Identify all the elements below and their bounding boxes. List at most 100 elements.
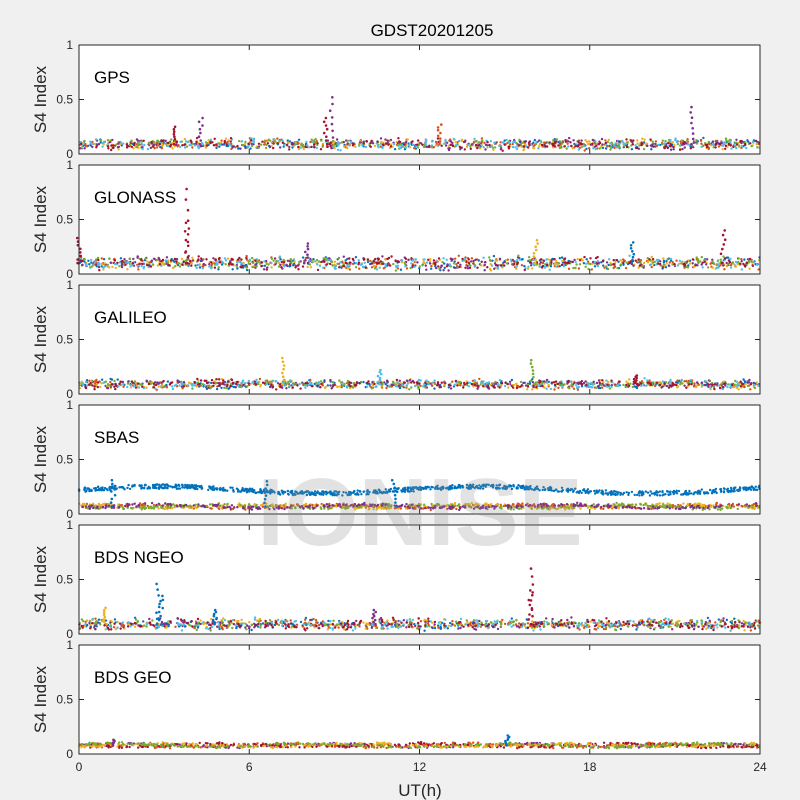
data-point: [735, 143, 739, 146]
data-point: [372, 260, 375, 263]
data-point: [598, 141, 602, 145]
data-point: [144, 257, 147, 260]
data-point: [550, 381, 554, 384]
data-point: [336, 262, 339, 265]
data-point: [591, 138, 594, 142]
data-point: [219, 143, 222, 147]
y-tick-label: 0.5: [56, 333, 73, 347]
data-point: [166, 506, 170, 509]
data-point: [334, 264, 337, 267]
data-point: [541, 384, 544, 388]
data-point: [98, 269, 101, 272]
data-point: [387, 262, 390, 265]
data-point: [254, 259, 257, 262]
data-point: [438, 386, 441, 389]
data-point: [175, 260, 178, 263]
data-point: [580, 139, 583, 142]
spike-point: [690, 142, 693, 146]
data-point: [537, 384, 540, 388]
data-point: [653, 260, 657, 263]
data-point: [250, 142, 253, 146]
data-point: [740, 144, 744, 148]
spike-point: [723, 229, 726, 232]
data-point: [650, 265, 653, 269]
data-point: [543, 141, 546, 144]
data-point: [321, 145, 324, 148]
data-point: [397, 137, 400, 140]
data-point: [736, 382, 740, 386]
data-point: [178, 265, 182, 268]
data-point: [705, 258, 709, 261]
data-point: [553, 388, 556, 391]
data-point: [678, 259, 681, 262]
data-point: [688, 259, 692, 262]
data-point: [424, 141, 427, 145]
data-point: [344, 261, 348, 265]
data-point: [310, 258, 314, 261]
data-point: [351, 262, 355, 266]
data-point: [88, 263, 91, 266]
data-point: [722, 264, 725, 267]
data-point: [396, 264, 400, 267]
data-point: [170, 385, 174, 388]
data-point: [609, 261, 612, 265]
data-point: [421, 143, 424, 146]
data-point: [692, 265, 696, 268]
data-point: [404, 257, 408, 260]
data-point: [560, 142, 564, 145]
data-point: [200, 259, 204, 262]
data-point: [173, 257, 177, 261]
data-point: [81, 382, 85, 385]
data-point: [404, 265, 407, 268]
data-point: [576, 388, 580, 391]
data-point: [114, 382, 117, 386]
data-point: [210, 264, 213, 267]
data-point: [448, 263, 452, 267]
data-point: [88, 379, 91, 382]
data-point: [498, 144, 501, 148]
data-point: [208, 263, 211, 266]
data-point: [515, 267, 518, 270]
data-point: [463, 257, 467, 261]
data-point: [309, 266, 313, 269]
data-point: [149, 265, 153, 268]
data-point: [309, 140, 312, 144]
data-point: [346, 142, 349, 145]
data-point: [705, 263, 708, 266]
spike-point: [722, 243, 726, 246]
data-point: [304, 386, 307, 389]
spike-point: [436, 128, 440, 132]
data-point: [649, 138, 652, 141]
data-point: [187, 384, 190, 387]
data-point: [688, 262, 692, 265]
data-point: [752, 502, 756, 506]
data-point: [183, 383, 186, 386]
spike-point: [629, 247, 633, 250]
data-point: [101, 145, 104, 148]
data-point: [432, 259, 436, 262]
data-point: [625, 261, 628, 264]
data-point: [274, 263, 277, 266]
data-point: [239, 147, 242, 150]
data-point: [682, 502, 685, 505]
data-point: [264, 379, 267, 383]
data-point: [388, 384, 391, 387]
data-point: [213, 137, 216, 140]
data-point: [561, 385, 564, 389]
spike-point: [691, 132, 695, 135]
data-point: [557, 144, 560, 147]
data-point: [150, 141, 153, 144]
data-point: [703, 383, 707, 387]
data-point: [424, 264, 427, 267]
data-point: [158, 143, 162, 146]
data-point: [523, 268, 526, 272]
data-point: [577, 267, 581, 270]
data-point: [666, 258, 670, 261]
data-point: [146, 263, 149, 267]
data-point: [639, 382, 643, 385]
data-point: [362, 140, 366, 143]
data-point: [572, 139, 575, 142]
data-point: [518, 138, 521, 141]
data-point: [384, 138, 387, 141]
